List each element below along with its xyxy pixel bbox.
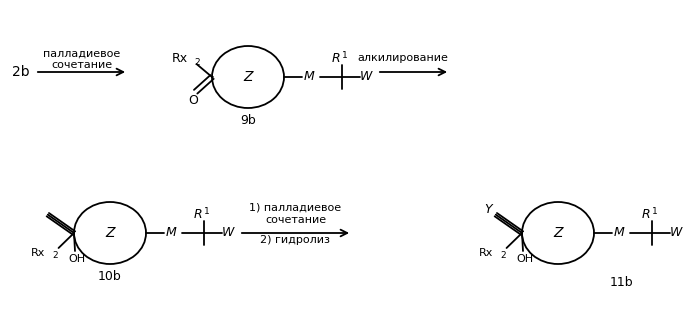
Text: Z: Z [553, 226, 563, 240]
Text: 1: 1 [652, 207, 658, 216]
Text: W: W [670, 226, 682, 239]
Text: 10b: 10b [98, 271, 122, 284]
Text: 2) гидролиз: 2) гидролиз [261, 235, 331, 245]
Text: Rx: Rx [31, 248, 45, 258]
Text: M: M [614, 226, 624, 239]
Text: R: R [194, 207, 202, 220]
Text: алкилирование: алкилирование [358, 53, 449, 63]
Text: 1) палладиевое: 1) палладиевое [250, 203, 342, 213]
Text: Z: Z [243, 70, 253, 84]
Text: R: R [331, 52, 340, 64]
Text: палладиевое: палладиевое [43, 49, 121, 59]
Text: 11b: 11b [610, 276, 633, 289]
Text: M: M [166, 226, 176, 239]
Text: 2: 2 [52, 252, 58, 261]
Text: 1: 1 [204, 207, 210, 216]
Text: 2: 2 [500, 252, 506, 261]
Text: OH: OH [69, 254, 85, 264]
Text: W: W [222, 226, 234, 239]
Text: 2b: 2b [12, 65, 29, 79]
Text: O: O [189, 94, 199, 107]
Text: W: W [360, 71, 372, 83]
Text: 2: 2 [194, 58, 200, 67]
Text: Y: Y [484, 203, 491, 216]
Text: сочетание: сочетание [52, 60, 113, 70]
Text: R: R [642, 207, 650, 220]
Text: Rx: Rx [171, 53, 187, 66]
Text: OH: OH [517, 254, 533, 264]
Text: сочетание: сочетание [265, 215, 326, 225]
Text: 1: 1 [342, 52, 347, 61]
Text: 9b: 9b [240, 114, 256, 127]
Text: Rx: Rx [480, 248, 493, 258]
Text: M: M [303, 71, 315, 83]
Text: Z: Z [106, 226, 115, 240]
